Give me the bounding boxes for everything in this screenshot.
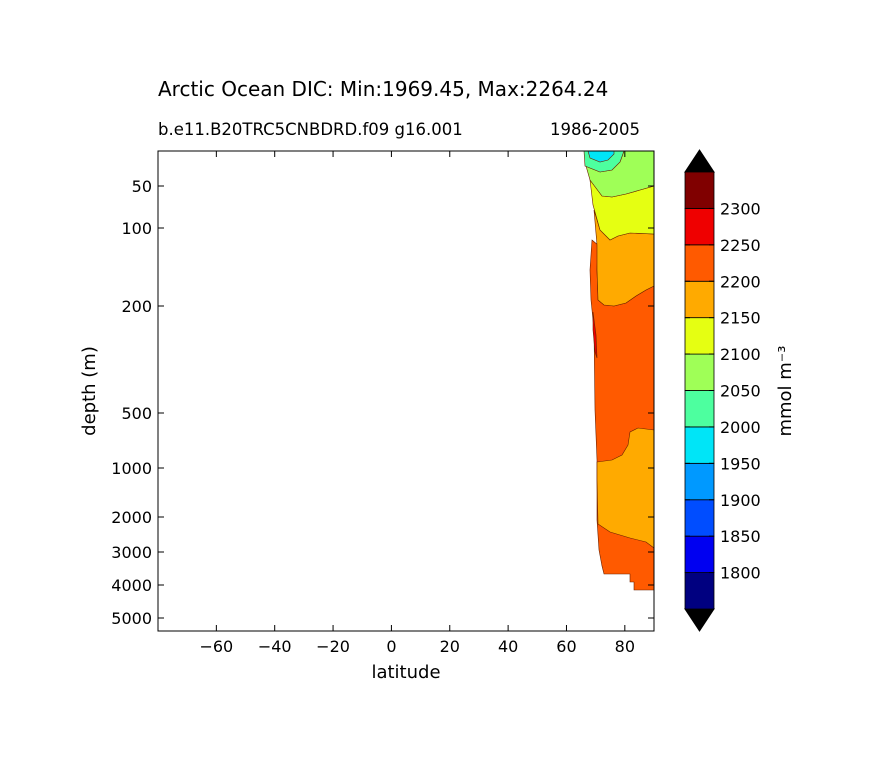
colorbar-tick-label: 2250 [720,236,761,255]
y-tick-label: 500 [121,404,152,423]
colorbar-band [684,244,715,282]
colorbar-band [684,317,715,355]
x-tick-label: 60 [556,637,576,656]
colorbar-band [684,390,715,428]
colorbar-band [684,572,715,610]
chart-subtitle-period: 1986-2005 [550,120,640,139]
x-tick-label: 40 [498,637,518,656]
y-tick-label: 100 [121,219,152,238]
y-tick-label: 50 [132,177,152,196]
y-tick-label: 200 [121,297,152,316]
x-tick-label: 0 [386,637,396,656]
colorbar-band [684,535,715,573]
colorbar-tick-label: 2050 [720,382,761,401]
x-tick-label: −40 [258,637,292,656]
x-tick-label: 20 [440,637,460,656]
plot-frame [157,150,655,632]
y-tick-label: 1000 [111,459,152,478]
colorbar-tick-label: 2300 [720,199,761,218]
colorbar-band [684,208,715,246]
plot-background [158,151,654,631]
colorbar-band [684,353,715,391]
x-axis: −60 −40 −20 0 20 40 60 80 [199,151,635,656]
colorbar-tick-label: 2150 [720,309,761,328]
chart-title: Arctic Ocean DIC: Min:1969.45, Max:2264.… [158,77,609,101]
y-tick-label: 4000 [111,576,152,595]
colorbar-tick-label: 2000 [720,418,761,437]
x-tick-label: −60 [199,637,233,656]
chart-subtitle-case: b.e11.B20TRC5CNBDRD.f09 g16.001 [158,120,463,139]
contour-fills [583,150,655,591]
colorbar-tick-label: 2100 [720,345,761,364]
colorbar-band [684,280,715,319]
y-tick-label: 3000 [111,543,152,562]
colorbar-band [684,462,715,501]
x-tick-label: −20 [316,637,350,656]
colorbar-tick-label: 1850 [720,527,761,546]
y-axis-label: depth (m) [79,346,100,436]
plot-area: −60 −40 −20 0 20 40 60 80 50 100 200 500 1000 2000 30… [79,150,655,683]
y-axis: 50 100 200 500 1000 2000 3000 4000 5000 [111,177,654,628]
colorbar-label: mmol m⁻³ [775,345,796,436]
colorbar-extend-max [684,149,715,173]
colorbar-tick-label: 1950 [720,454,761,473]
colorbar-tick-label: 1800 [720,564,761,583]
x-tick-label: 80 [615,637,635,656]
colorbar-band [684,426,715,464]
x-axis-label: latitude [371,662,440,683]
colorbar: 1800 1850 1900 1950 2000 2050 2100 2150 2200 2250… [684,149,761,632]
colorbar-extend-min [684,608,715,632]
colorbar-band [684,171,715,209]
y-tick-label: 2000 [111,508,152,527]
y-tick-label: 5000 [111,609,152,628]
colorbar-tick-label: 1900 [720,491,761,510]
colorbar-band [684,499,715,537]
colorbar-tick-label: 2200 [720,272,761,291]
region-2250-2300 [592,311,598,359]
